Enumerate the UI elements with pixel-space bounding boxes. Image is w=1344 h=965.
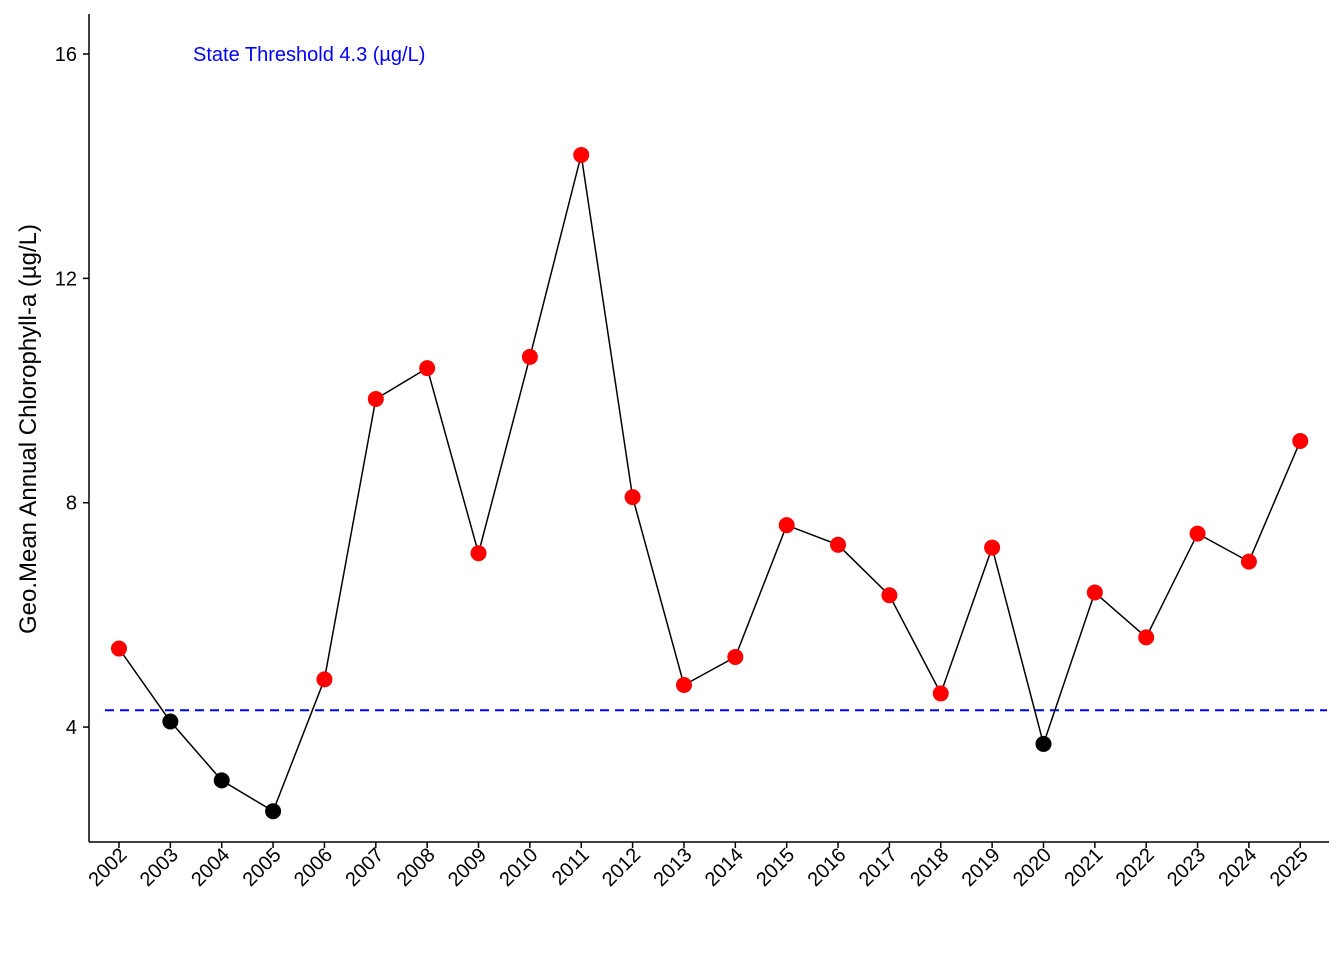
x-tick-label: 2003	[136, 844, 183, 891]
x-ticks: 2002 2003 2004 2005 2006 2007 2008 2009 2010 2011…	[85, 842, 1313, 891]
data-point	[1240, 553, 1257, 570]
x-tick-label: 2011	[548, 844, 594, 890]
threshold-label: State Threshold 4.3 (µg/L)	[193, 44, 425, 66]
x-tick-label: 2008	[393, 844, 440, 891]
x-tick-label: 2022	[1112, 844, 1159, 891]
data-point	[1035, 735, 1052, 752]
data-point	[881, 587, 898, 604]
x-tick-label: 2009	[444, 844, 491, 891]
x-tick-label: 2002	[85, 844, 132, 891]
data-point	[213, 772, 230, 789]
data-point	[932, 685, 949, 702]
x-tick-label: 2021	[1060, 844, 1107, 891]
data-point	[1138, 629, 1155, 646]
data-point	[111, 640, 127, 657]
data-point	[265, 803, 282, 820]
x-tick-label: 2024	[1214, 844, 1261, 891]
x-tick-label: 2005	[239, 844, 286, 891]
x-tick-label: 2017	[855, 844, 902, 891]
data-point	[162, 713, 179, 730]
y-tick-label: 12	[55, 268, 77, 290]
x-tick-label: 2014	[701, 844, 748, 891]
data-point	[778, 517, 795, 534]
axes	[88, 14, 1329, 843]
x-tick-label: 2023	[1163, 844, 1210, 891]
data-point	[984, 539, 1001, 556]
y-tick-label: 16	[55, 44, 77, 66]
y-tick-label: 8	[66, 493, 77, 515]
x-tick-label: 2007	[341, 844, 388, 891]
x-tick-label: 2015	[752, 844, 799, 891]
data-point	[624, 489, 641, 506]
data-point	[367, 390, 384, 407]
y-axis-title: Geo.Mean Annual Chlorophyll-a (µg/L)	[15, 224, 42, 634]
y-tick-label: 4	[66, 717, 77, 739]
data-point	[470, 545, 487, 562]
data-point	[727, 648, 744, 665]
x-tick-label: 2010	[495, 844, 542, 891]
data-point	[830, 536, 847, 553]
x-tick-label: 2013	[649, 844, 696, 891]
data-point	[675, 677, 692, 694]
data-point	[1086, 584, 1103, 601]
x-tick-label: 2019	[958, 844, 1005, 891]
data-point	[521, 348, 538, 365]
data-point	[1189, 525, 1206, 542]
x-tick-label: 2020	[1009, 844, 1056, 891]
y-ticks: 4 8 12 16	[55, 44, 89, 739]
data-point	[316, 671, 333, 688]
data-point	[573, 146, 590, 163]
data-points	[111, 146, 1309, 820]
data-point	[1292, 433, 1309, 450]
x-tick-label: 2016	[804, 844, 851, 891]
series-line	[118, 154, 1301, 813]
x-tick-label: 2004	[187, 844, 234, 891]
x-tick-label: 2025	[1266, 844, 1313, 891]
data-point	[419, 360, 436, 377]
x-tick-label: 2012	[598, 844, 645, 891]
x-tick-label: 2006	[290, 844, 337, 891]
x-tick-label: 2018	[906, 844, 953, 891]
